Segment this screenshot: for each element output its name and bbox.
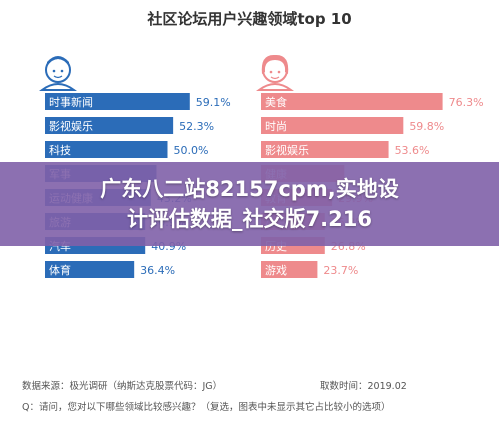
female-value-label-1: 59.8% <box>409 120 444 133</box>
male-value-label-0: 59.1% <box>196 96 231 109</box>
footer-question-row: Q：请问，您对以下哪些领域比较感兴趣？（复选，图表中未显示其它占比较小的选项） <box>22 399 482 413</box>
female-category-label-7: 游戏 <box>265 264 287 277</box>
male-avatar-icon <box>38 56 78 91</box>
banner-line-2: 计评估数据_社交版7.216 <box>127 207 372 231</box>
male-category-label-0: 时事新闻 <box>49 95 93 109</box>
female-category-label-1: 时尚 <box>265 119 287 133</box>
overlay-banner: 广东八二站82157cpm,实地设 计评估数据_社交版7.216 <box>0 162 499 246</box>
footer-source-row: 数据来源：极光调研（纳斯达克股票代码：JG） 取数时间：2019.02 <box>22 378 482 392</box>
male-value-label-2: 50.0% <box>174 144 209 157</box>
female-bar-0 <box>261 93 443 110</box>
female-value-label-7: 23.7% <box>323 264 358 277</box>
male-bar-1 <box>45 117 174 134</box>
male-bar-0 <box>45 93 190 110</box>
female-value-label-0: 76.3% <box>449 96 484 109</box>
male-value-label-7: 36.4% <box>140 264 175 277</box>
female-category-label-2: 影视娱乐 <box>265 143 309 157</box>
male-category-label-2: 科技 <box>49 143 71 157</box>
male-category-label-7: 体育 <box>49 263 71 277</box>
male-value-label-1: 52.3% <box>179 120 214 133</box>
male-bar-2 <box>45 141 168 158</box>
female-bar-7 <box>261 261 318 278</box>
female-value-label-2: 53.6% <box>395 144 430 157</box>
male-bar-7 <box>45 261 135 278</box>
banner-line-1: 广东八二站82157cpm,实地设 <box>100 177 399 201</box>
footer-question: Q：请问，您对以下哪些领域比较感兴趣？（复选，图表中未显示其它占比较小的选项） <box>22 402 391 413</box>
female-avatar-icon <box>255 54 295 91</box>
female-bar-1 <box>261 117 404 134</box>
female-category-label-0: 美食 <box>265 95 287 109</box>
male-category-label-1: 影视娱乐 <box>49 119 93 133</box>
footer-period: 取数时间：2019.02 <box>320 381 407 392</box>
chart-title: 社区论坛用户兴趣领域top 10 <box>147 10 352 28</box>
footer-source: 数据来源：极光调研（纳斯达克股票代码：JG） <box>22 381 223 392</box>
female-bar-2 <box>261 141 389 158</box>
